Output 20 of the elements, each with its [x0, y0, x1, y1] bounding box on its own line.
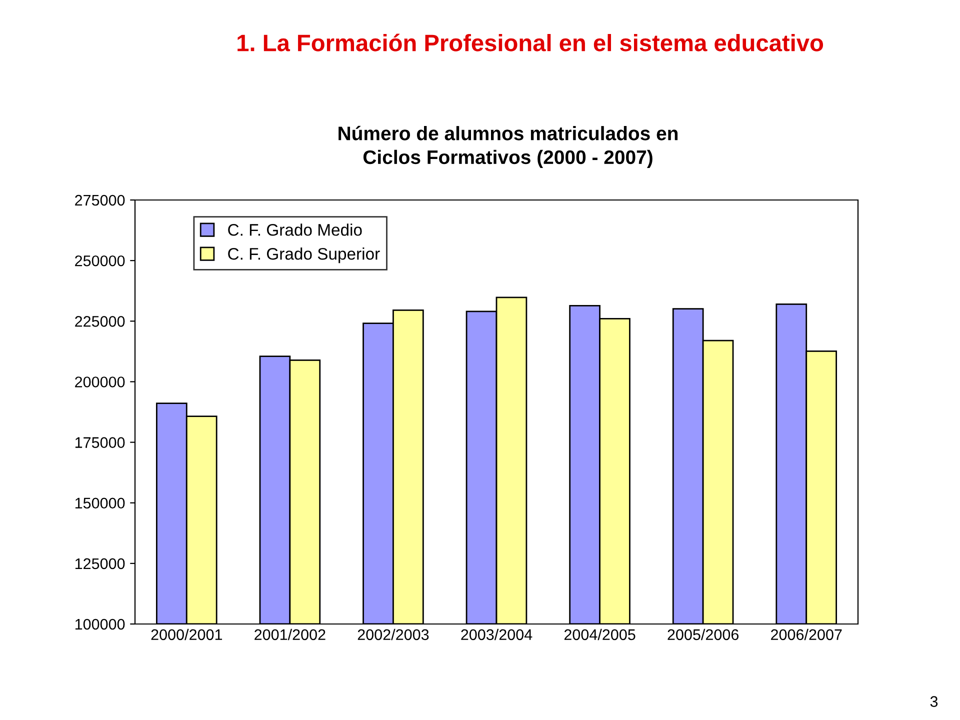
text: 3: [930, 696, 938, 707]
chart-title: 1. La Formación Profesional en el sistema educativo: [238, 34, 824, 52]
legend-label: C. F. Grado Medio: [228, 224, 362, 236]
x-tick-label: 2003/2004: [461, 628, 532, 640]
x-tick-label: 2004/2005: [564, 628, 636, 640]
x-tick-label: 2001/2002: [254, 628, 326, 640]
y-tick-label: 175000: [75, 437, 125, 448]
legend-label: C. F. Grado Superior: [228, 248, 380, 264]
y-tick-label: 200000: [75, 376, 125, 388]
y-tick-label: 150000: [75, 498, 125, 509]
y-tick-label: 100000: [75, 618, 125, 630]
x-tick-label: 2002/2003: [358, 628, 429, 640]
x-tick-label: 2005/2006: [668, 628, 739, 640]
x-tick-label: 2000/2001: [151, 628, 222, 640]
y-tick-label: 275000: [75, 194, 125, 206]
y-tick-label: 125000: [75, 558, 125, 570]
y-tick-label: 225000: [75, 316, 125, 327]
y-tick-label: 250000: [75, 255, 125, 266]
x-tick-label: 2006/2007: [771, 628, 842, 640]
chart-subtitle: Número de alumnos matriculados en Ciclos Formativos (2000 - 2007): [338, 126, 678, 168]
